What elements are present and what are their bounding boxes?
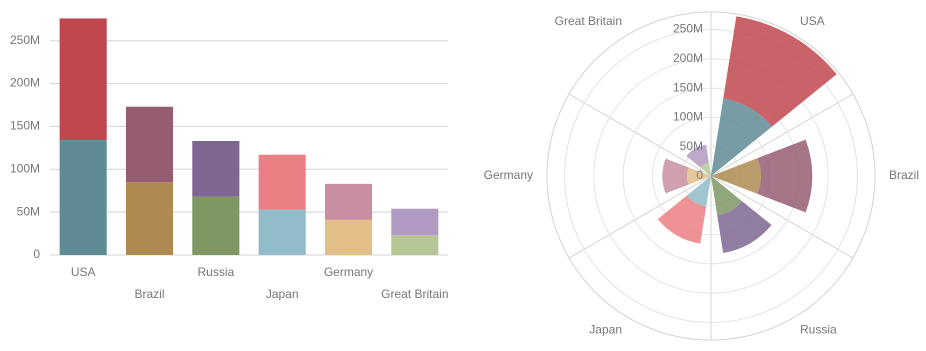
y-tick-label: 250M — [10, 33, 40, 47]
bar — [391, 235, 439, 255]
polar-bar — [711, 176, 742, 216]
grid-circle — [564, 29, 858, 323]
bar — [125, 106, 174, 183]
radial-tick-label: 250M — [673, 22, 703, 36]
category-label: Russia — [800, 322, 837, 336]
x-tick-label: Japan — [266, 287, 299, 301]
y-tick-label: 150M — [10, 119, 40, 133]
y-tick-label: 200M — [10, 76, 40, 90]
polar-bar — [711, 158, 761, 194]
spoke — [568, 175, 712, 259]
polar-bar — [686, 144, 709, 168]
polar-bar — [757, 139, 813, 213]
radial-tick-label: 0 — [696, 168, 703, 182]
bar — [391, 208, 439, 236]
category-label: Japan — [589, 322, 622, 336]
spoke — [710, 93, 854, 177]
y-tick-label: 50M — [17, 204, 40, 218]
radial-tick-label: 50M — [680, 139, 703, 153]
bar — [192, 141, 240, 197]
x-tick-label: Brazil — [134, 287, 164, 301]
polar-bar — [700, 162, 711, 176]
bar — [59, 140, 107, 255]
x-tick-label: Germany — [324, 265, 373, 279]
radial-tick-label: 150M — [673, 80, 703, 94]
y-tick-label: 100M — [10, 161, 40, 175]
bar — [125, 182, 174, 255]
category-label: Brazil — [889, 168, 919, 182]
x-tick-label: Great Britain — [381, 287, 448, 301]
x-tick-label: USA — [71, 265, 96, 279]
spoke — [568, 93, 712, 177]
y-tick-label: 0 — [33, 247, 40, 261]
bar — [324, 219, 373, 255]
polar-bar — [662, 158, 689, 194]
bar — [59, 18, 107, 141]
bar — [192, 196, 240, 255]
category-label: Great Britain — [555, 14, 622, 28]
x-tick-label: Russia — [197, 265, 234, 279]
bar — [324, 183, 373, 220]
grid-circle — [593, 58, 829, 294]
polar-bar — [686, 176, 711, 207]
polar-bar — [657, 195, 707, 244]
bar — [258, 209, 306, 255]
radial-tick-label: 100M — [673, 110, 703, 124]
radial-tick-label: 200M — [673, 51, 703, 65]
polar-bar — [717, 201, 772, 253]
category-label: Germany — [484, 168, 533, 182]
category-label: USA — [800, 14, 825, 28]
polar-bar — [711, 98, 772, 176]
polar-bar — [723, 16, 837, 127]
polar-bar — [686, 167, 711, 185]
bar — [258, 154, 306, 210]
spoke — [710, 175, 854, 259]
